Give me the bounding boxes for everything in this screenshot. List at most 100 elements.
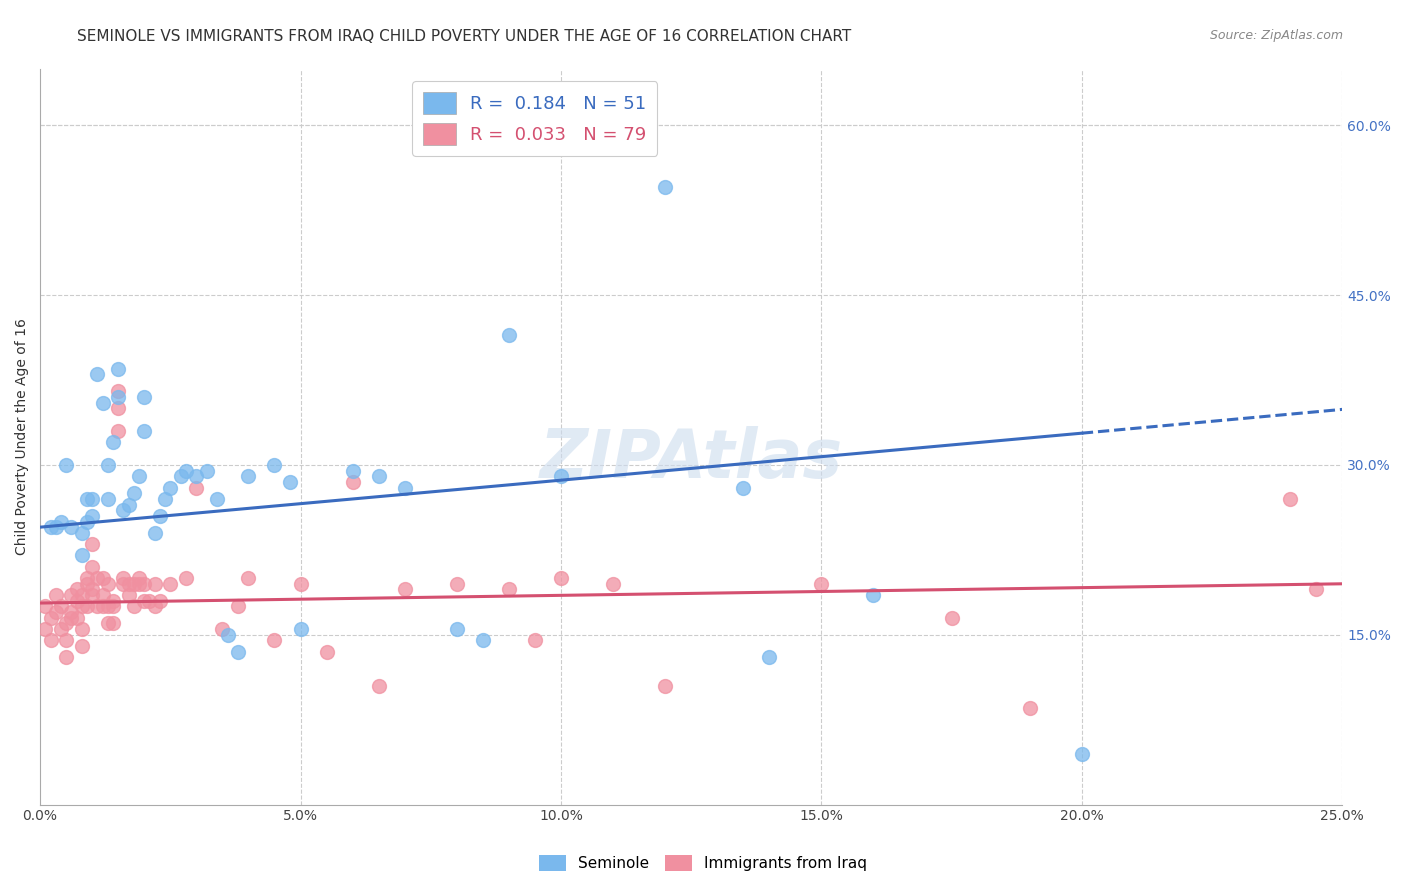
- Point: [170, 469, 193, 483]
- Point: [39, 611, 62, 625]
- Point: [941, 611, 963, 625]
- Point: [138, 594, 160, 608]
- Point: [82, 582, 104, 597]
- Point: [65, 582, 87, 597]
- Point: [238, 571, 260, 585]
- Point: [112, 571, 135, 585]
- Point: [149, 508, 172, 523]
- Point: [91, 588, 114, 602]
- Point: [498, 582, 520, 597]
- Point: [122, 486, 145, 500]
- Point: [86, 599, 108, 614]
- Point: [45, 588, 67, 602]
- Point: [278, 475, 301, 489]
- Point: [128, 576, 150, 591]
- Point: [34, 622, 56, 636]
- Point: [97, 599, 120, 614]
- Point: [174, 571, 197, 585]
- Point: [39, 520, 62, 534]
- Point: [65, 611, 87, 625]
- Point: [70, 639, 93, 653]
- Point: [733, 481, 755, 495]
- Point: [1018, 701, 1040, 715]
- Point: [101, 435, 124, 450]
- Point: [1305, 582, 1327, 597]
- Point: [112, 503, 135, 517]
- Point: [97, 458, 120, 472]
- Point: [55, 458, 77, 472]
- Point: [97, 616, 120, 631]
- Point: [205, 491, 228, 506]
- Point: [446, 576, 468, 591]
- Point: [82, 508, 104, 523]
- Point: [118, 498, 141, 512]
- Text: ZIPAtlas: ZIPAtlas: [540, 425, 842, 491]
- Point: [101, 594, 124, 608]
- Point: [122, 599, 145, 614]
- Point: [34, 599, 56, 614]
- Point: [107, 361, 129, 376]
- Point: [654, 679, 676, 693]
- Point: [226, 599, 249, 614]
- Point: [174, 464, 197, 478]
- Point: [342, 464, 364, 478]
- Point: [211, 622, 233, 636]
- Point: [195, 464, 218, 478]
- Point: [143, 576, 166, 591]
- Point: [112, 576, 135, 591]
- Point: [107, 390, 129, 404]
- Point: [60, 520, 83, 534]
- Point: [60, 588, 83, 602]
- Point: [654, 180, 676, 194]
- Point: [263, 633, 285, 648]
- Point: [65, 594, 87, 608]
- Point: [70, 525, 93, 540]
- Point: [446, 622, 468, 636]
- Point: [86, 571, 108, 585]
- Point: [97, 491, 120, 506]
- Point: [118, 576, 141, 591]
- Legend: R =  0.184   N = 51, R =  0.033   N = 79: R = 0.184 N = 51, R = 0.033 N = 79: [412, 81, 658, 156]
- Point: [149, 594, 172, 608]
- Point: [143, 599, 166, 614]
- Point: [49, 599, 72, 614]
- Point: [107, 424, 129, 438]
- Point: [60, 611, 83, 625]
- Point: [91, 599, 114, 614]
- Point: [134, 594, 156, 608]
- Point: [602, 576, 624, 591]
- Point: [122, 576, 145, 591]
- Point: [134, 390, 156, 404]
- Point: [49, 622, 72, 636]
- Point: [342, 475, 364, 489]
- Point: [91, 571, 114, 585]
- Point: [55, 616, 77, 631]
- Point: [91, 395, 114, 409]
- Point: [70, 599, 93, 614]
- Point: [290, 622, 312, 636]
- Point: [101, 599, 124, 614]
- Point: [101, 616, 124, 631]
- Point: [49, 515, 72, 529]
- Point: [128, 469, 150, 483]
- Text: SEMINOLE VS IMMIGRANTS FROM IRAQ CHILD POVERTY UNDER THE AGE OF 16 CORRELATION C: SEMINOLE VS IMMIGRANTS FROM IRAQ CHILD P…: [77, 29, 852, 44]
- Point: [367, 679, 389, 693]
- Point: [76, 515, 98, 529]
- Point: [550, 571, 572, 585]
- Point: [76, 599, 98, 614]
- Point: [498, 327, 520, 342]
- Legend: Seminole, Immigrants from Iraq: Seminole, Immigrants from Iraq: [533, 849, 873, 877]
- Point: [263, 458, 285, 472]
- Point: [810, 576, 832, 591]
- Point: [862, 588, 884, 602]
- Point: [134, 424, 156, 438]
- Point: [76, 571, 98, 585]
- Point: [226, 645, 249, 659]
- Point: [394, 582, 416, 597]
- Point: [1279, 491, 1302, 506]
- Point: [55, 633, 77, 648]
- Point: [159, 576, 181, 591]
- Point: [45, 605, 67, 619]
- Point: [1070, 747, 1092, 761]
- Point: [107, 384, 129, 399]
